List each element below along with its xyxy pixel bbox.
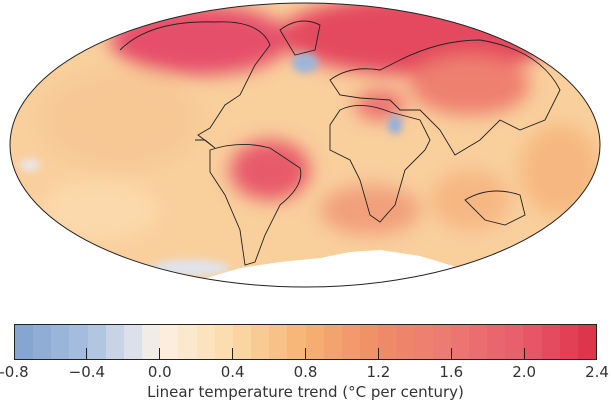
colorbar-tick-label: 1.6 bbox=[439, 363, 464, 381]
colorbar-segment bbox=[142, 325, 161, 359]
colorbar-segment bbox=[15, 325, 34, 359]
globe-outline bbox=[9, 2, 601, 288]
colorbar-segment bbox=[232, 325, 252, 359]
colorbar-tick bbox=[305, 348, 306, 360]
colorbar-segment bbox=[396, 325, 415, 359]
colorbar-tick-label: 1.2 bbox=[366, 363, 391, 381]
colorbar-tick-label: 0.8 bbox=[293, 363, 318, 381]
colorbar-segment bbox=[305, 325, 324, 359]
colorbar-segment bbox=[33, 325, 52, 359]
colorbar-segment bbox=[505, 325, 524, 359]
antarctica-ice bbox=[150, 250, 480, 287]
colorbar-segment bbox=[523, 325, 542, 359]
colorbar bbox=[14, 324, 597, 360]
colorbar-tick bbox=[450, 348, 452, 360]
colorbar-segment bbox=[214, 325, 233, 359]
colorbar-segment bbox=[51, 325, 70, 359]
colorbar-segment bbox=[450, 325, 469, 359]
colorbar-segment bbox=[541, 325, 560, 359]
colorbar-tick-label: −0.4 bbox=[68, 363, 106, 381]
colorbar-tick-label: 2.4 bbox=[585, 363, 609, 381]
colorbar-segment bbox=[178, 325, 197, 359]
colorbar-segment bbox=[414, 325, 433, 359]
colorbar-segment bbox=[251, 325, 270, 359]
world-temperature-map bbox=[9, 2, 601, 288]
colorbar-tick-label: 0.0 bbox=[147, 363, 172, 381]
colorbar-segment bbox=[105, 325, 124, 359]
colorbar-segment bbox=[341, 325, 360, 359]
colorbar-tick-label: -0.8 bbox=[0, 363, 29, 381]
colorbar-tick bbox=[232, 348, 234, 360]
colorbar-segment bbox=[87, 325, 106, 359]
colorbar-tick bbox=[523, 348, 525, 360]
colorbar-segment bbox=[559, 325, 578, 359]
colorbar-segment bbox=[468, 325, 488, 359]
colorbar-segment bbox=[323, 325, 342, 359]
colorbar-segment bbox=[487, 325, 506, 359]
colorbar-segment bbox=[287, 325, 306, 359]
colorbar-title: Linear temperature trend (°C per century… bbox=[147, 383, 464, 401]
colorbar-segment bbox=[269, 325, 288, 359]
colorbar-segment bbox=[160, 325, 179, 359]
colorbar-tick-label: 2.0 bbox=[512, 363, 537, 381]
colorbar-segment bbox=[378, 325, 397, 359]
colorbar-tick bbox=[86, 348, 88, 360]
colorbar-segment bbox=[123, 325, 143, 359]
colorbar-tick-label: 0.4 bbox=[220, 363, 245, 381]
colorbar-segment bbox=[359, 325, 379, 359]
colorbar-segment bbox=[196, 325, 215, 359]
colorbar-segment bbox=[69, 325, 88, 359]
colorbar-segment bbox=[432, 325, 451, 359]
colorbar-segment bbox=[577, 325, 596, 359]
colorbar-tick bbox=[377, 348, 379, 360]
colorbar-tick bbox=[159, 348, 161, 360]
coastlines bbox=[119, 20, 561, 266]
